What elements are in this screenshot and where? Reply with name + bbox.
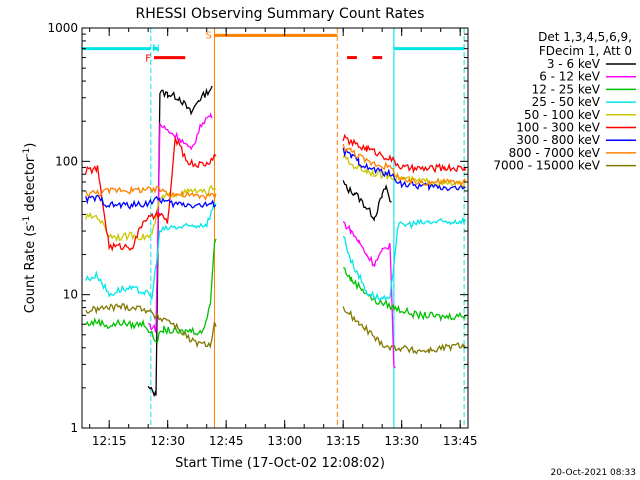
y-axis-label: Count Rate (s-1 detector-1)	[22, 143, 38, 314]
legend-label: 12 - 25 keV	[532, 82, 601, 96]
chart-title: RHESSI Observing Summary Count Rates	[136, 6, 425, 22]
series-line	[342, 220, 396, 369]
series-line	[147, 111, 213, 333]
x-axis-label: Start Time (17-Oct-02 12:08:02)	[175, 456, 385, 471]
x-tick-label: 12:30	[150, 434, 185, 448]
legend-label: 7000 - 15000 keV	[493, 159, 600, 173]
legend-header-1: Det 1,3,4,5,6,9,	[538, 30, 632, 44]
y-axis-label-middle: detector	[23, 156, 38, 216]
series-line	[342, 147, 466, 192]
series-line	[85, 303, 217, 350]
y-tick-label: 10	[63, 288, 78, 302]
x-tick-label: 12:15	[92, 434, 127, 448]
y-axis-label-main: Count Rate (s	[23, 225, 38, 314]
series-line	[342, 143, 467, 187]
series-line	[85, 202, 217, 301]
series-line	[342, 306, 467, 355]
plot-frame	[81, 27, 469, 429]
legend-label: 25 - 50 keV	[532, 95, 601, 109]
x-tick-label: 13:30	[384, 434, 419, 448]
flag-label-s: S	[205, 30, 211, 41]
legend-label: 3 - 6 keV	[547, 57, 601, 71]
marker-layer	[150, 28, 465, 428]
y-tick-label: 1000	[47, 21, 78, 35]
timestamp: 20-Oct-2021 08:33	[551, 468, 636, 478]
series-line	[85, 238, 217, 344]
legend-label: 800 - 7000 keV	[509, 146, 601, 160]
x-axis: 12:15 12:30 12:45 13:00 13:15 13:30 13:45	[89, 28, 478, 448]
y-axis-label-superscript-2: -1	[22, 148, 32, 157]
series-line	[342, 216, 467, 302]
series-line	[342, 133, 467, 174]
flag-layer: FN S	[82, 30, 465, 65]
x-tick-label: 13:15	[326, 434, 361, 448]
y-axis-label-superscript-1: -1	[22, 216, 32, 225]
x-tick-label: 13:00	[267, 434, 302, 448]
series-line	[85, 185, 217, 202]
y-tick-label: 1	[70, 421, 78, 435]
legend-label: 50 - 100 keV	[524, 108, 601, 122]
flag-label-n: N	[152, 44, 159, 55]
flag-label-f: F	[145, 54, 151, 65]
y-axis-label-end: )	[23, 143, 38, 148]
legend-header-2: FDecim 1, Att 0	[539, 44, 632, 58]
legend-label: 300 - 800 keV	[516, 133, 600, 147]
series-line	[343, 267, 467, 322]
legend: Det 1,3,4,5,6,9, FDecim 1, Att 0 3 - 6 k…	[493, 30, 636, 173]
y-axis: 1 10 100 1000	[47, 21, 468, 435]
legend-label: 100 - 300 keV	[516, 121, 600, 135]
x-tick-label: 12:45	[209, 434, 244, 448]
y-tick-label: 100	[55, 154, 78, 168]
series-line	[85, 194, 217, 210]
series-line	[85, 136, 217, 252]
series-layer	[85, 85, 467, 398]
series-line	[342, 180, 392, 222]
x-tick-label: 13:45	[443, 434, 478, 448]
legend-label: 6 - 12 keV	[539, 70, 601, 84]
